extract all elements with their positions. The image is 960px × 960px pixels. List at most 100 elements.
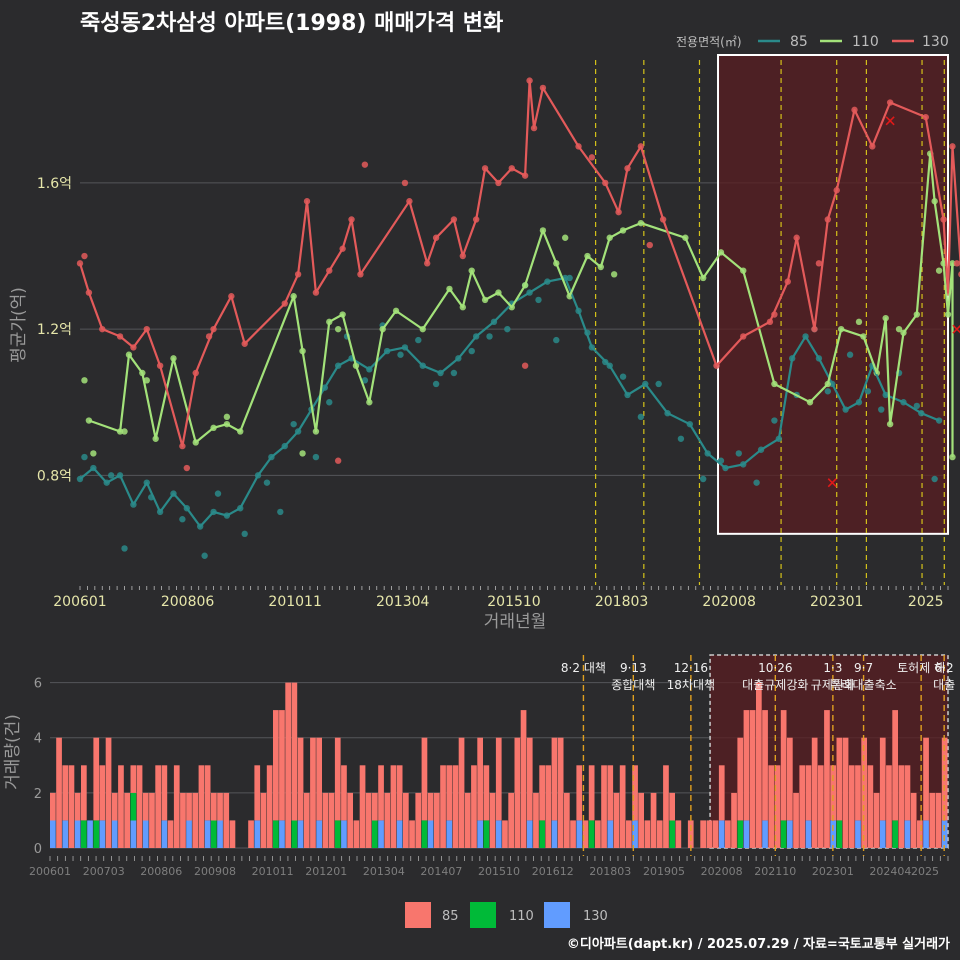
volume-bar-130 <box>855 820 861 848</box>
volume-bar-110 <box>291 820 298 848</box>
legend-bar-label-130: 130 <box>583 909 608 924</box>
volume-bar-85 <box>508 792 514 848</box>
volume-bar-85 <box>279 710 285 821</box>
price-point-85 <box>121 545 128 552</box>
volume-bar-85 <box>180 792 186 848</box>
policy-label: 대출규제강화 <box>742 678 808 692</box>
volume-bar-85 <box>217 792 223 821</box>
volume-bar-110 <box>93 820 100 848</box>
volume-y-ticks: 0 2 4 6 <box>34 677 42 857</box>
volume-bar-110 <box>483 820 490 848</box>
volume-bar-85 <box>706 820 713 848</box>
volume-bar-85 <box>384 792 391 848</box>
price-point-85 <box>619 373 627 380</box>
volume-x-tick-label: 2025 <box>911 865 939 878</box>
volume-bar-130 <box>142 820 149 848</box>
price-line-110 <box>88 152 954 458</box>
volume-bar-85 <box>266 765 273 848</box>
price-point-85 <box>637 413 645 421</box>
volume-bar-130 <box>204 820 211 848</box>
volume-bar-85 <box>756 682 762 848</box>
volume-bar-85 <box>873 792 880 848</box>
volume-bar-85 <box>811 737 818 848</box>
price-point-85 <box>824 388 832 395</box>
price-x-ticks: 200601 200806 201011 201304 201510 201803 2020… <box>53 586 949 610</box>
volume-bar-85 <box>347 792 353 848</box>
volume-bar-85 <box>886 765 892 848</box>
volume-bar-85 <box>669 792 675 821</box>
volume-bar-110 <box>669 820 675 848</box>
policy-label: 6·2 <box>935 661 954 675</box>
volume-bar-85 <box>142 792 149 821</box>
volume-bar-85 <box>93 737 100 821</box>
price-x-tick-label: 201803 <box>595 594 648 610</box>
price-y-ticks: 0.8억 1.2억 1.6억 <box>37 176 72 484</box>
volume-bar-85 <box>923 737 929 821</box>
volume-bar-130 <box>576 820 583 848</box>
volume-bar-130 <box>130 820 137 848</box>
price-x-axis-label: 거래년월 <box>484 612 547 632</box>
volume-bar-110 <box>892 820 898 848</box>
volume-bar-85 <box>842 737 849 848</box>
volume-bar-85 <box>365 792 372 848</box>
volume-bar-130 <box>378 820 384 848</box>
price-point-85 <box>699 475 707 483</box>
volume-bar-85 <box>471 765 477 848</box>
volume-bar-85 <box>124 792 130 848</box>
price-point-130 <box>81 252 88 260</box>
volume-bar-85 <box>316 737 322 821</box>
price-point-130 <box>588 154 596 161</box>
policy-labels: 8·2 대책 9·13 종합대책 12·16 18차대책 10·26 대출규제강화 1·3 규제… <box>561 660 955 692</box>
price-point-85 <box>81 453 88 461</box>
volume-x-tick-label: 201510 <box>478 865 520 878</box>
volume-bar-85 <box>68 765 75 848</box>
volume-bar-85 <box>452 765 459 848</box>
volume-bar-85 <box>359 765 366 848</box>
price-point-110 <box>561 234 569 241</box>
volume-x-tick-label: 201803 <box>589 865 631 878</box>
volume-bar-130 <box>830 820 836 848</box>
volume-bar-85 <box>700 820 706 848</box>
volume-bar-85 <box>415 792 422 848</box>
volume-bar-85 <box>421 737 428 821</box>
volume-bar-130 <box>787 820 793 848</box>
volume-bar-130 <box>297 820 304 848</box>
volume-bar-85 <box>297 737 304 821</box>
volume-bar-85 <box>328 792 335 848</box>
volume-bar-130 <box>718 820 725 848</box>
volume-x-tick-label: 201407 <box>420 865 462 878</box>
price-point-110 <box>334 325 342 333</box>
price-point-110 <box>935 267 943 274</box>
volume-bar-85 <box>830 765 836 821</box>
volume-bar-85 <box>130 765 137 793</box>
policy-label: 종합대책 <box>611 677 655 692</box>
price-series-lines <box>78 79 960 528</box>
volume-bar-85 <box>861 737 867 848</box>
volume-bar-130 <box>743 820 750 848</box>
volume-bar-85 <box>434 792 440 848</box>
volume-bar-85 <box>817 765 824 848</box>
volume-bar-85 <box>904 765 911 821</box>
price-point-85 <box>846 351 854 358</box>
volume-bar-85 <box>81 765 87 821</box>
volume-bar-85 <box>514 737 521 848</box>
volume-bar-85 <box>409 820 415 848</box>
price-point-110 <box>90 450 97 457</box>
volume-y-tick-label: 4 <box>34 732 42 747</box>
price-y-tick-label: 0.8억 <box>37 468 72 484</box>
volume-bar-85 <box>675 820 682 848</box>
volume-bar-85 <box>167 820 174 848</box>
price-point-85 <box>361 377 369 384</box>
price-point-85 <box>913 402 921 410</box>
price-point-85 <box>397 351 404 358</box>
legend-bar-swatch-130 <box>544 902 570 928</box>
volume-bar-110 <box>421 820 428 848</box>
price-point-110 <box>223 413 231 421</box>
volume-bars <box>50 682 948 848</box>
volume-bar-130 <box>495 820 502 848</box>
volume-bar-85 <box>626 820 632 848</box>
volume-bar-130 <box>923 820 929 848</box>
price-x-tick-label: 202008 <box>702 594 755 610</box>
volume-bar-85 <box>576 765 583 821</box>
legend-bar-swatch-110 <box>470 902 496 928</box>
